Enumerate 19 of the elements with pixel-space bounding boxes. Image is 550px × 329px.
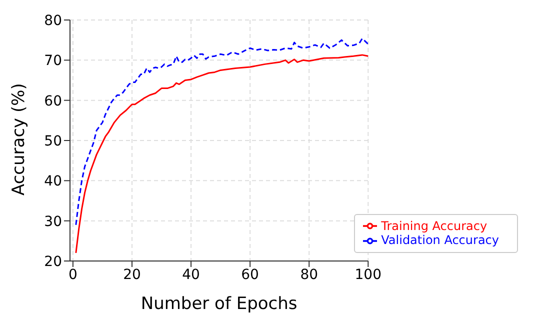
x-tick-label: 60 [241, 266, 259, 283]
x-tick-label: 100 [354, 266, 382, 283]
y-tick-label: 80 [44, 12, 62, 29]
legend-label: Training Accuracy [381, 218, 488, 233]
x-tick-label: 20 [123, 266, 141, 283]
x-axis-title: Number of Epochs [140, 294, 298, 314]
y-tick-label: 40 [44, 174, 62, 190]
x-tick-label: 40 [182, 266, 200, 283]
x-tick-label: 0 [68, 266, 78, 283]
y-tick-label: 60 [44, 93, 62, 110]
legend-label: Validation Accuracy [381, 233, 499, 248]
line-series [75, 54, 368, 254]
x-tick-label: 80 [300, 266, 318, 283]
line-series [75, 38, 368, 226]
y-tick-label: 20 [44, 254, 62, 270]
y-axis-title: Accuracy (%) [9, 83, 30, 196]
y-tick-label: 70 [44, 53, 62, 70]
y-tick-label: 30 [44, 214, 62, 230]
y-tick-label: 50 [44, 133, 62, 150]
